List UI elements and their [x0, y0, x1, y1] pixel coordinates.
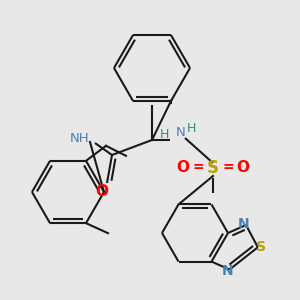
Text: O: O: [176, 160, 190, 175]
Text: H: H: [160, 128, 169, 142]
Text: S: S: [207, 159, 219, 177]
Text: O: O: [236, 160, 250, 175]
Text: O: O: [95, 184, 109, 199]
Text: N: N: [176, 127, 186, 140]
Text: S: S: [256, 240, 266, 254]
Text: N: N: [238, 217, 250, 231]
Text: NH: NH: [70, 131, 90, 145]
Text: H: H: [187, 122, 196, 134]
Text: =: =: [222, 160, 234, 174]
Text: =: =: [192, 160, 204, 174]
Text: N: N: [222, 264, 233, 278]
